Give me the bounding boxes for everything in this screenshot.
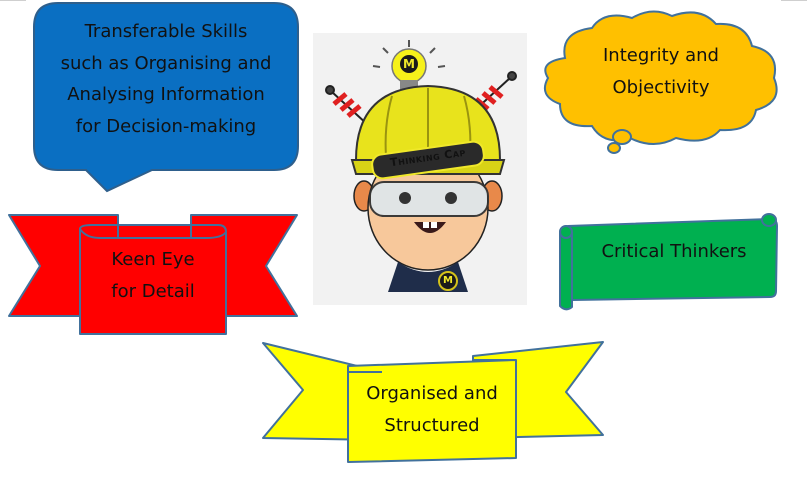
bulb-badge-letter: M [403, 57, 415, 71]
helmet-label-plate [371, 140, 485, 180]
critical-thinkers-scroll [559, 213, 778, 311]
organised-ribbon [262, 341, 604, 463]
mascot-mouth [414, 222, 446, 233]
transferable-line-4: for Decision-making [75, 115, 257, 137]
integrity-line-1: Integrity and [603, 45, 719, 66]
thinking-cap-mascot [313, 33, 527, 305]
page-rule-right [781, 0, 807, 1]
transferable-speech-bubble [33, 2, 299, 193]
critical-line-1: Critical Thinkers [601, 241, 747, 262]
transferable-callout-text: Transferable Skills such as Organising a… [34, 16, 298, 142]
critical-thinkers-callout-text: Critical Thinkers [572, 236, 776, 268]
integrity-thought-cloud [544, 10, 778, 154]
keen-eye-line-1: Keen Eye [111, 249, 195, 270]
keen-eye-callout-text: Keen Eye for Detail [80, 244, 226, 308]
page-rule-left [0, 0, 26, 1]
goggles-icon [369, 181, 489, 217]
keen-eye-line-2: for Detail [111, 281, 195, 302]
organised-line-2: Structured [384, 415, 480, 436]
transferable-line-2: such as Organising and [60, 52, 272, 74]
shirt-badge-letter: M [443, 275, 453, 286]
integrity-line-2: Objectivity [612, 77, 710, 98]
transferable-line-1: Transferable Skills [84, 21, 248, 42]
organised-callout-text: Organised and Structured [348, 378, 516, 442]
transferable-line-3: Analysing Information [67, 84, 265, 105]
lightbulb-icon [372, 40, 446, 94]
integrity-callout-text: Integrity and Objectivity [556, 40, 766, 104]
organised-line-1: Organised and [366, 383, 498, 404]
keen-eye-ribbon [8, 214, 298, 335]
shirt-badge-icon [438, 271, 458, 291]
antenna-left-icon [325, 85, 369, 126]
